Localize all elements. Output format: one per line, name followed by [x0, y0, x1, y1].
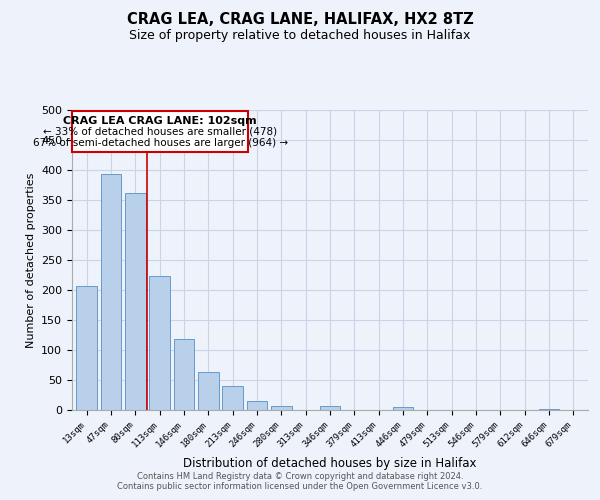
- Bar: [222, 386, 243, 410]
- Bar: [76, 286, 97, 410]
- X-axis label: Distribution of detached houses by size in Halifax: Distribution of detached houses by size …: [183, 457, 477, 470]
- Text: ← 33% of detached houses are smaller (478): ← 33% of detached houses are smaller (47…: [43, 127, 277, 137]
- Bar: [539, 409, 559, 410]
- Text: CRAG LEA CRAG LANE: 102sqm: CRAG LEA CRAG LANE: 102sqm: [63, 116, 257, 126]
- Text: Contains public sector information licensed under the Open Government Licence v3: Contains public sector information licen…: [118, 482, 482, 491]
- Bar: [149, 276, 170, 410]
- FancyBboxPatch shape: [73, 111, 248, 152]
- Bar: [392, 407, 413, 410]
- Bar: [125, 193, 146, 410]
- Text: Contains HM Land Registry data © Crown copyright and database right 2024.: Contains HM Land Registry data © Crown c…: [137, 472, 463, 481]
- Bar: [173, 339, 194, 410]
- Bar: [320, 406, 340, 410]
- Text: 67% of semi-detached houses are larger (964) →: 67% of semi-detached houses are larger (…: [32, 138, 287, 147]
- Bar: [247, 401, 268, 410]
- Text: CRAG LEA, CRAG LANE, HALIFAX, HX2 8TZ: CRAG LEA, CRAG LANE, HALIFAX, HX2 8TZ: [127, 12, 473, 28]
- Y-axis label: Number of detached properties: Number of detached properties: [26, 172, 35, 348]
- Bar: [271, 406, 292, 410]
- Bar: [198, 372, 218, 410]
- Bar: [101, 174, 121, 410]
- Text: Size of property relative to detached houses in Halifax: Size of property relative to detached ho…: [130, 29, 470, 42]
